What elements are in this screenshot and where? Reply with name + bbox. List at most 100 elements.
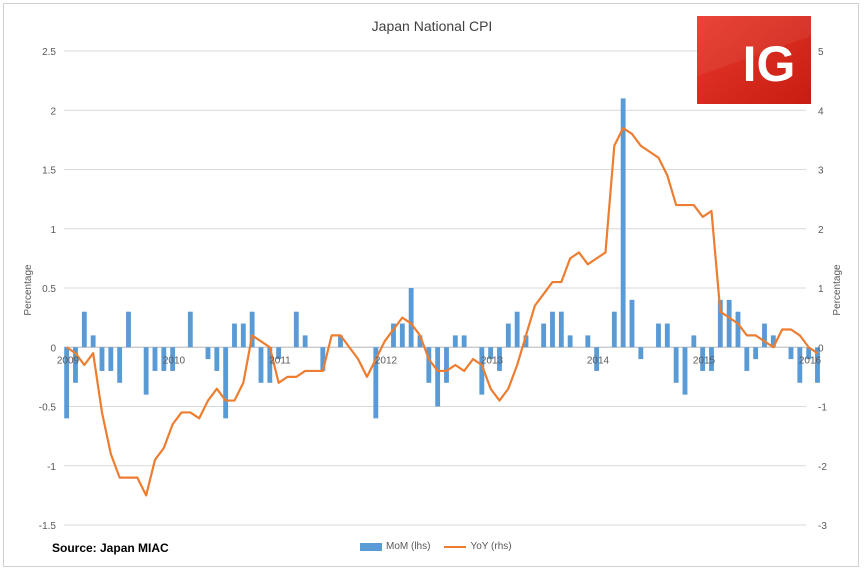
mom-bar [638, 347, 644, 360]
mom-bar [152, 347, 158, 371]
mom-bar [117, 347, 123, 383]
y-right-tick-label: 0 [818, 343, 824, 354]
legend-item-mom: MoM (lhs) [360, 541, 430, 552]
mom-bar [797, 347, 803, 383]
mom-bar [417, 335, 423, 348]
mom-bar [523, 335, 529, 348]
mom-bar [426, 347, 432, 383]
mom-bar [788, 347, 794, 360]
mom-bar [550, 311, 555, 348]
y-right-axis-title: Percentage [832, 264, 843, 316]
mom-bar [585, 335, 591, 348]
legend-label-mom: MoM (lhs) [386, 541, 431, 552]
mom-bar [320, 347, 326, 371]
mom-bar [435, 347, 441, 407]
x-tick-label: 2016 [799, 355, 822, 366]
mom-bar [187, 311, 193, 348]
mom-bar [815, 347, 820, 383]
mom-bar [444, 347, 449, 383]
mom-bar [611, 311, 617, 348]
source-note: Source: Japan MIAC [52, 541, 169, 555]
x-tick-label: 2015 [693, 355, 716, 366]
mom-bar [505, 323, 511, 348]
legend-label-yoy: YoY (rhs) [470, 541, 512, 552]
legend-item-yoy: YoY (rhs) [444, 541, 512, 552]
mom-bar [64, 347, 70, 419]
y-right-tick-label: -2 [818, 462, 827, 473]
mom-bar [488, 347, 494, 360]
mom-bar [126, 311, 131, 348]
mom-bar [276, 347, 282, 360]
mom-bar [302, 335, 308, 348]
mom-bar [673, 347, 679, 383]
y-left-tick-label: 0 [50, 343, 56, 354]
mom-bar [541, 323, 547, 348]
x-tick-label: 2011 [269, 355, 291, 366]
mom-bar [240, 323, 246, 348]
mom-bar [338, 335, 343, 348]
mom-bar [232, 323, 237, 348]
mom-bar [170, 347, 176, 371]
mom-bar [700, 347, 706, 371]
x-tick-label: 2010 [163, 355, 186, 366]
y-right-tick-label: 3 [818, 166, 824, 177]
y-left-tick-label: -0.5 [39, 403, 57, 414]
mom-bar [620, 98, 626, 348]
x-tick-label: 2014 [587, 355, 610, 366]
mom-bar [249, 311, 255, 348]
mom-bar [90, 335, 96, 348]
mom-bar [770, 335, 776, 348]
y-left-tick-label: 2.5 [42, 47, 56, 58]
mom-bar [753, 347, 759, 360]
mom-bar [99, 347, 105, 371]
mom-bar [81, 311, 87, 348]
y-left-tick-label: -1.5 [39, 521, 57, 532]
x-tick-label: 2012 [375, 355, 398, 366]
mom-bar [664, 323, 670, 348]
mom-bar [735, 311, 741, 348]
mom-bar [479, 347, 485, 395]
mom-bar [762, 323, 767, 348]
mom-bar [514, 311, 520, 348]
mom-bar [567, 335, 573, 348]
mom-bar [558, 311, 564, 348]
y-right-tick-label: 2 [818, 225, 824, 236]
mom-bar [108, 347, 114, 371]
mom-bar [452, 335, 458, 348]
mom-bar [258, 347, 264, 383]
y-left-tick-label: 1.5 [42, 166, 56, 177]
legend-line-swatch [444, 545, 467, 548]
mom-bar [594, 347, 600, 371]
axis-labels: 2.5 2 1.5 1 0.5 0 -0.5 -1 -1.5 5 4 3 2 1 0 -1 -2 -3 Percen… [23, 47, 843, 532]
mom-bar [461, 335, 467, 348]
logo-text: IG [743, 36, 796, 92]
grid-lines [64, 50, 806, 526]
mom-bar-series [64, 98, 820, 419]
mom-bar [497, 347, 502, 371]
mom-bar [267, 347, 273, 383]
legend-bar-swatch [360, 542, 382, 551]
mom-bar [391, 323, 396, 348]
mom-bar [709, 347, 714, 371]
x-tick-label: 2009 [57, 355, 80, 366]
mom-bar [806, 347, 812, 360]
mom-bar [744, 347, 750, 371]
mom-bar [408, 288, 414, 348]
chart-title: Japan National CPI [371, 18, 493, 34]
legend: MoM (lhs) YoY (rhs) [360, 541, 520, 552]
mom-bar [656, 323, 661, 348]
mom-bar [717, 299, 723, 348]
y-left-tick-label: 1 [50, 225, 56, 236]
y-right-tick-label: -3 [818, 521, 827, 532]
mom-bar [399, 323, 405, 348]
x-tick-label: 2013 [481, 355, 504, 366]
y-left-tick-label: 0.5 [42, 284, 56, 295]
ig-logo: IG [697, 16, 811, 104]
y-right-tick-label: 1 [818, 284, 824, 295]
mom-bar [214, 347, 220, 371]
mom-bar [629, 299, 635, 348]
y-left-tick-label: -1 [47, 462, 56, 473]
mom-bar [73, 347, 78, 383]
mom-bar [691, 335, 697, 348]
